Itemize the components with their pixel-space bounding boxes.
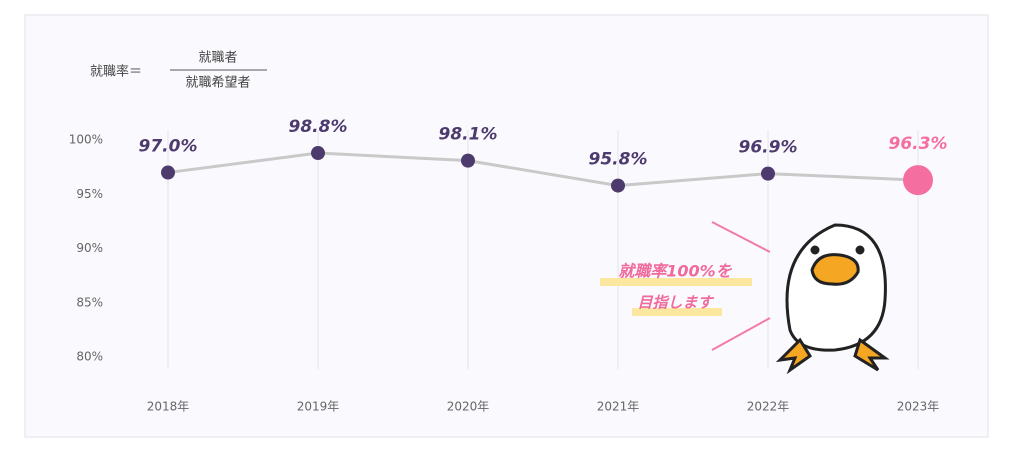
data-point	[161, 165, 175, 180]
highlight	[600, 278, 752, 286]
panel	[24, 14, 989, 438]
value-label: 97.0%	[139, 137, 198, 157]
value-label: 95.8%	[589, 150, 648, 170]
duck-eye	[855, 245, 865, 255]
x-tick-label: 2020年	[447, 400, 490, 414]
y-tick-label: 90%	[76, 241, 103, 255]
formula-left: 就職率＝	[90, 64, 142, 80]
data-point	[761, 166, 775, 181]
callout-line	[711, 317, 771, 351]
y-tick-label: 85%	[76, 295, 103, 309]
x-tick-label: 2018年	[147, 400, 190, 414]
value-label: 98.8%	[289, 117, 348, 137]
duck-body	[785, 223, 887, 352]
x-tick-label: 2021年	[597, 400, 640, 414]
value-label: 98.1%	[439, 125, 498, 145]
value-label: 96.9%	[739, 138, 798, 158]
duck	[775, 223, 890, 375]
callout: 就職率100%を 目指します	[600, 221, 771, 351]
annotation: 目指します	[637, 294, 714, 312]
data-point	[311, 146, 325, 161]
callout-line	[711, 221, 771, 253]
data-point	[903, 165, 933, 196]
x-tick-label: 2022年	[747, 400, 790, 414]
highlight	[632, 308, 722, 316]
formula-numerator: 就職者	[198, 51, 237, 66]
x-tick-label: 2023年	[897, 400, 940, 414]
y-tick-label: 95%	[76, 187, 103, 201]
y-tick-label: 100%	[69, 133, 103, 147]
data-point	[461, 153, 475, 168]
value-label: 96.3%	[889, 134, 948, 154]
y-tick-label: 80%	[76, 350, 103, 364]
annotation: 就職率100%を	[618, 262, 732, 281]
duck-foot	[853, 337, 890, 372]
plot: 100% 95% 90% 85% 80% 2018年 2019年 2020年 2021年 2022…	[69, 117, 948, 413]
data-point	[611, 178, 625, 193]
x-tick-label: 2019年	[297, 400, 340, 414]
formula-denominator: 就職希望者	[185, 75, 250, 91]
duck-beak	[810, 253, 860, 286]
duck-foot	[775, 337, 813, 375]
series-line	[167, 151, 919, 188]
duck-eye	[810, 245, 820, 255]
